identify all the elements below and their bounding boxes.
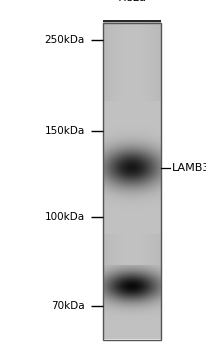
Text: LAMB3: LAMB3 bbox=[171, 163, 206, 173]
Text: 250kDa: 250kDa bbox=[44, 35, 84, 45]
Text: 150kDa: 150kDa bbox=[44, 126, 84, 136]
Bar bbox=[103, 23, 161, 340]
Text: 70kDa: 70kDa bbox=[51, 301, 84, 311]
Text: HeLa: HeLa bbox=[118, 0, 146, 4]
Text: 100kDa: 100kDa bbox=[44, 212, 84, 222]
